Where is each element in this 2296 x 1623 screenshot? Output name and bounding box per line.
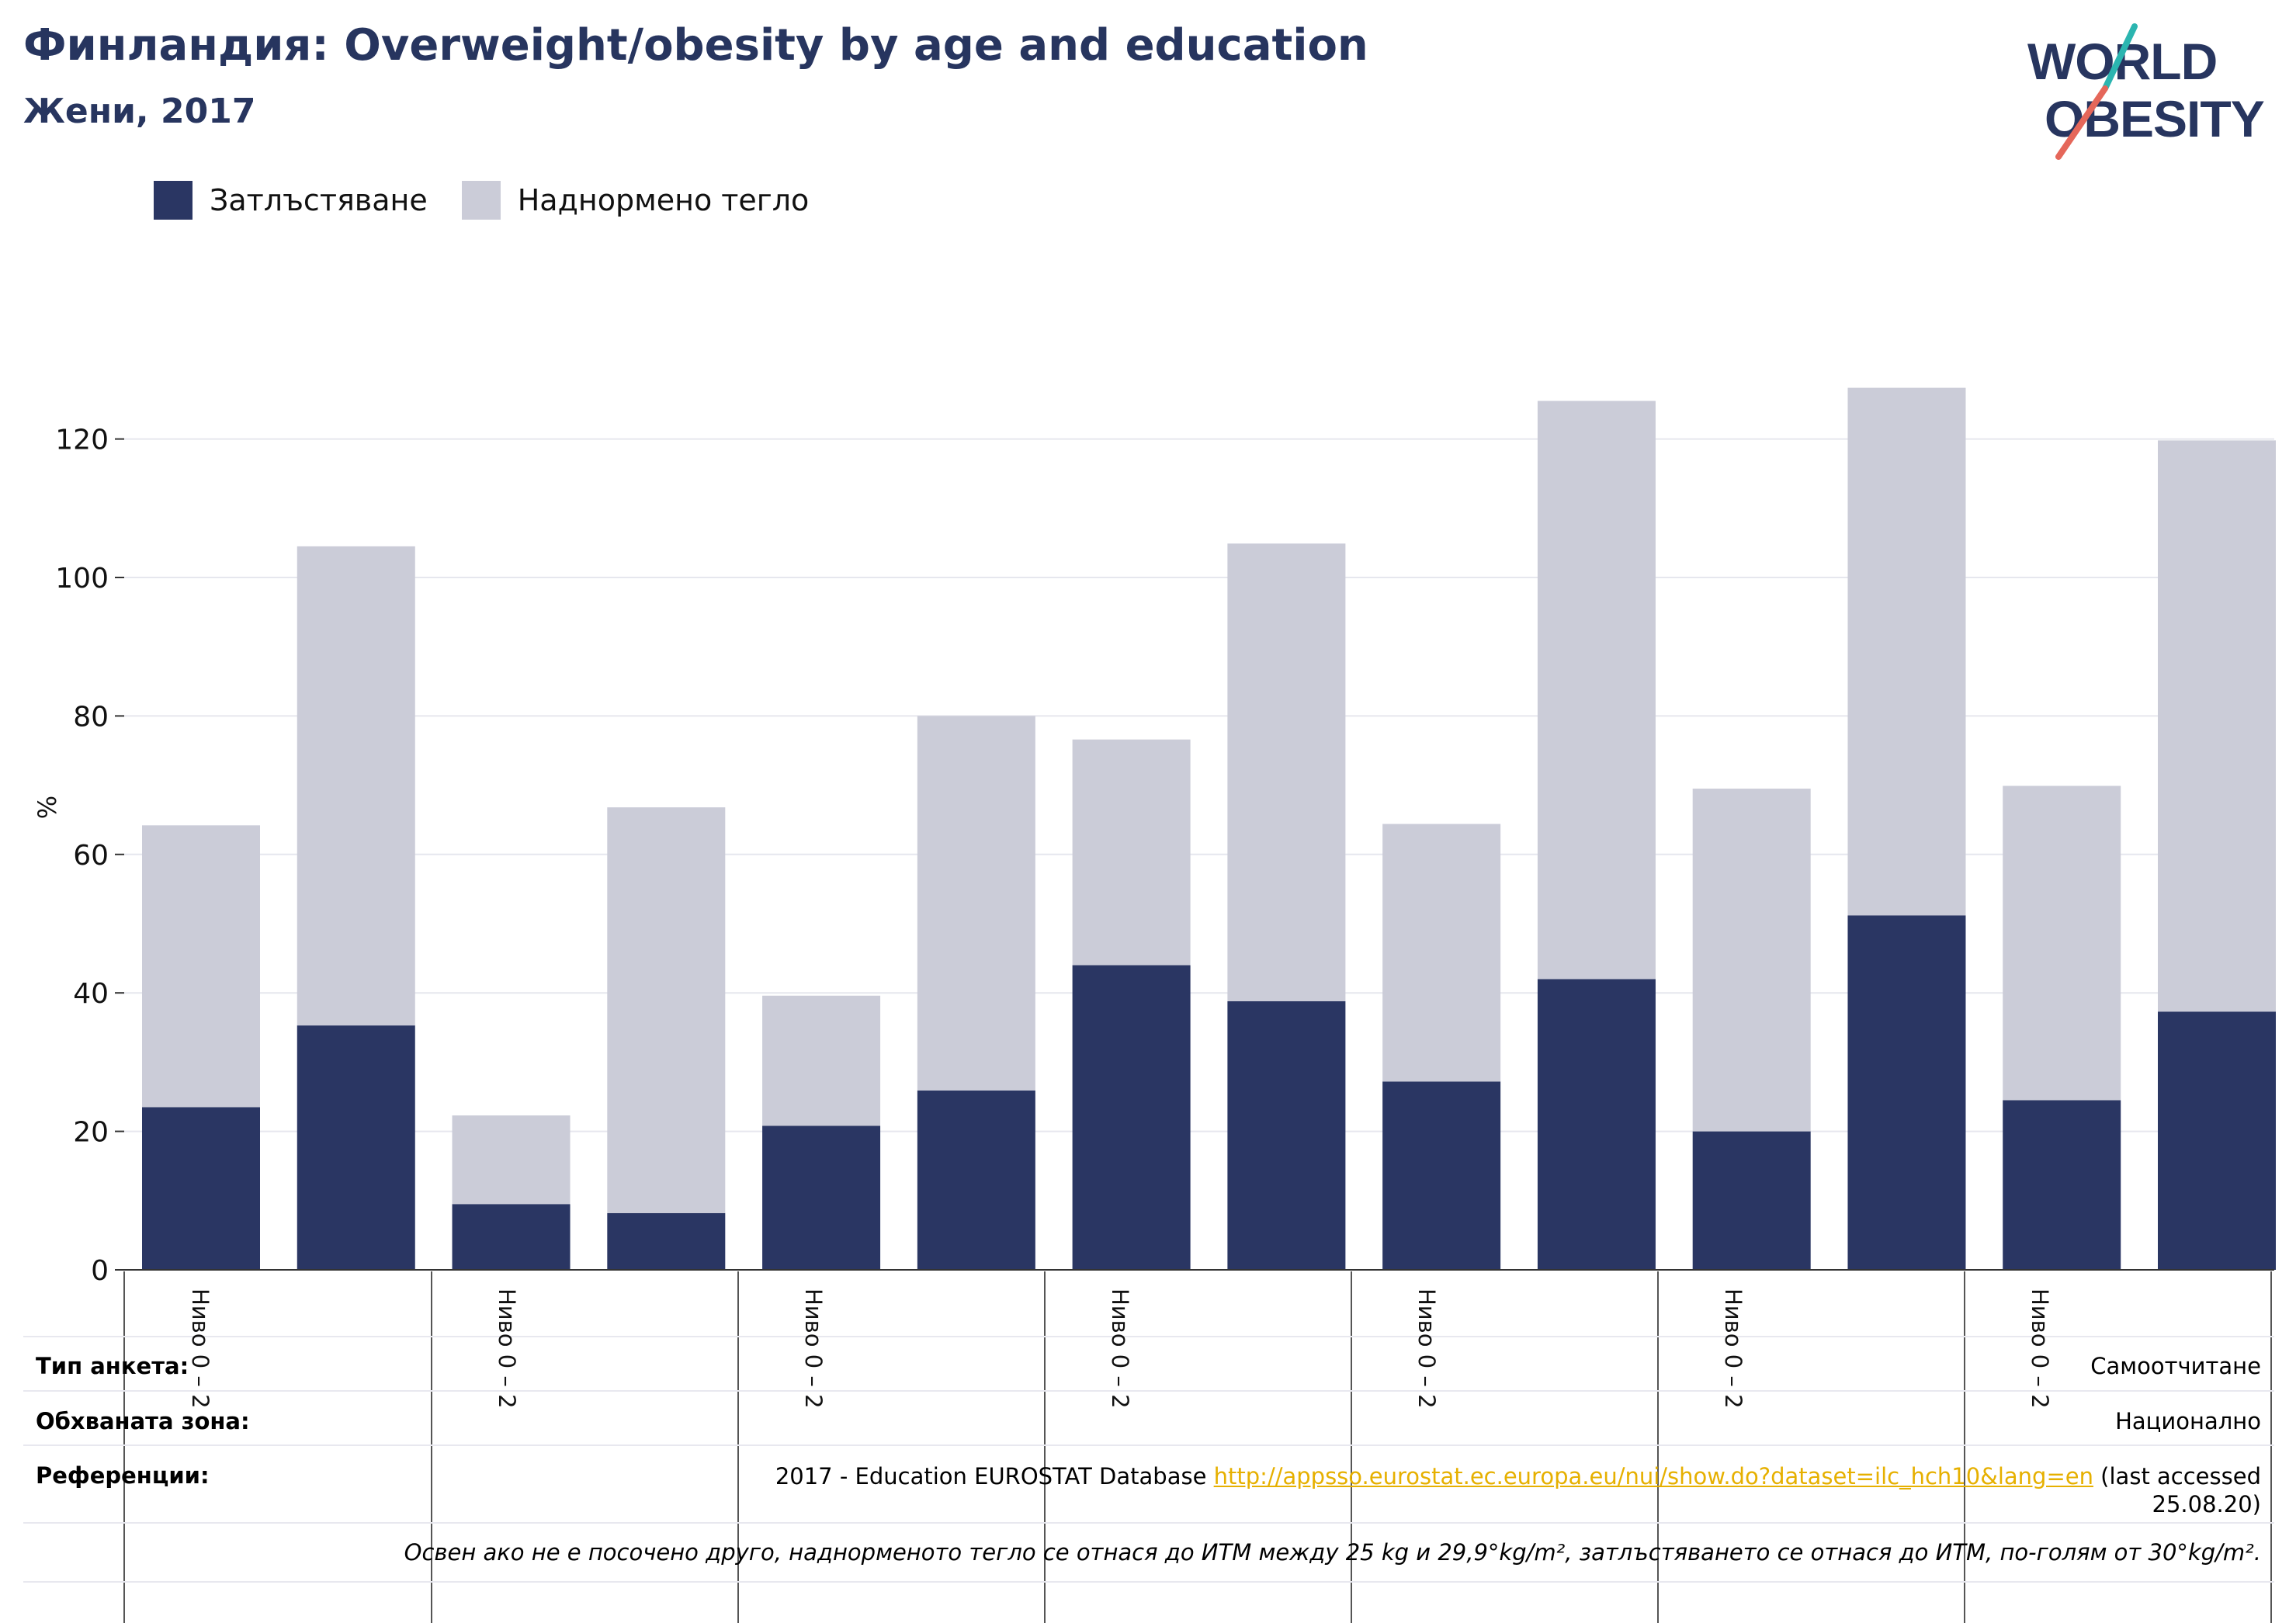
x-group-label: Ниво 0 – 2 (1413, 1288, 1440, 1409)
y-tick-label: 120 (55, 425, 109, 456)
x-group-label: Ниво 0 – 2 (800, 1288, 827, 1409)
bar-obesity (2158, 1011, 2276, 1270)
area-value: Национално (2115, 1408, 2261, 1434)
y-tick-label: 80 (73, 701, 109, 733)
bar-overweight (607, 807, 726, 1213)
legend-label-overweight: Наднормено тегло (517, 183, 810, 217)
bar-overweight (1227, 543, 1346, 1001)
area-label: Обхваната зона: (36, 1408, 250, 1434)
survey-type-value: Самоотчитане (2090, 1353, 2261, 1379)
x-group-label: Ниво 0 – 2 (2027, 1288, 2053, 1409)
bar-obesity (452, 1204, 571, 1270)
reference-suffix: (last accessed (2093, 1463, 2261, 1489)
legend-swatch-overweight (461, 181, 501, 220)
x-group-label: Ниво 0 – 2 (494, 1288, 520, 1409)
bar-obesity (607, 1212, 726, 1270)
y-axis-label: % (33, 796, 62, 819)
y-tick-label: 40 (73, 978, 109, 1010)
legend-swatch-obesity (154, 181, 192, 220)
x-group-label: Ниво 0 – 2 (1720, 1288, 1746, 1409)
survey-type-label: Тип анкета: (36, 1353, 189, 1379)
bmi-note: Освен ако не е посочено друго, наднормен… (404, 1539, 2261, 1566)
bar-obesity (1072, 965, 1191, 1270)
chart-subtitle: Жени, 2017 (23, 92, 256, 131)
bar-obesity (1692, 1131, 1811, 1270)
bar-overweight (1537, 401, 1656, 980)
bar-overweight (452, 1115, 571, 1205)
bar-obesity (917, 1090, 1035, 1270)
reference-date: 25.08.20) (2152, 1491, 2261, 1517)
bar-obesity (2003, 1100, 2121, 1270)
logo-slash-teal (2102, 23, 2138, 92)
logo-word-world: WORLD (2027, 33, 2217, 90)
references-label: Референции: (36, 1462, 210, 1489)
y-tick-label: 0 (91, 1255, 109, 1287)
references-value: 2017 - Education EUROSTAT Database http:… (36, 1462, 2261, 1518)
legend: Затлъстяване Наднормено тегло (154, 179, 826, 222)
bar-obesity (762, 1125, 881, 1270)
legend-item-overweight: Наднормено тегло (461, 181, 810, 220)
bar-overweight (297, 546, 415, 1026)
bar-overweight (762, 995, 881, 1126)
world-obesity-logo: WORLD OBESITY (2027, 23, 2265, 160)
x-group-label: Ниво 0 – 2 (1107, 1288, 1133, 1409)
bar-overweight (2158, 440, 2276, 1012)
bar-overweight (1382, 824, 1501, 1082)
legend-label-obesity: Затлъстяване (210, 183, 428, 217)
bar-obesity (297, 1025, 415, 1270)
bar-overweight (1692, 789, 1811, 1132)
bar-overweight (142, 825, 260, 1108)
reference-prefix: 2017 - Education EUROSTAT Database (775, 1463, 1214, 1489)
bar-obesity (1537, 979, 1656, 1270)
legend-item-obesity: Затлъстяване (154, 181, 428, 220)
bar-overweight (917, 716, 1035, 1091)
chart-title: Финландия: Overweight/obesity by age and… (23, 20, 1368, 71)
bar-obesity (142, 1107, 260, 1270)
logo-slash-coral (2055, 85, 2108, 160)
y-tick-label: 100 (55, 563, 109, 595)
reference-link[interactable]: http://appsso.eurostat.ec.europa.eu/nui/… (1213, 1463, 2093, 1489)
y-tick-label: 60 (73, 840, 109, 872)
bar-obesity (1227, 1001, 1346, 1270)
bar-overweight (1847, 387, 1966, 916)
bar-obesity (1382, 1081, 1501, 1270)
bar-obesity (1847, 915, 1966, 1270)
bar-overweight (2003, 785, 2121, 1101)
x-group-label: Ниво 0 – 2 (187, 1288, 213, 1409)
bar-overweight (1072, 739, 1191, 966)
y-tick-label: 20 (73, 1117, 109, 1149)
